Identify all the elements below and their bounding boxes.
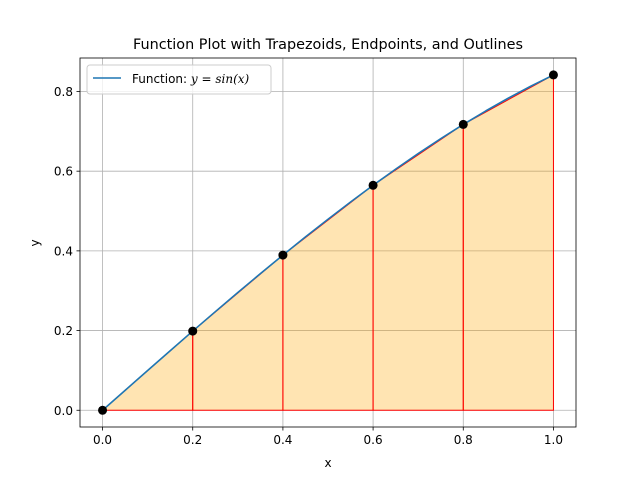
x-tick-label: 0.8 bbox=[454, 433, 473, 447]
y-tick-label: 0.6 bbox=[54, 165, 73, 179]
tick-layer: 0.0 0.2 0.4 0.6 0.8 1.0 0.0 0.2 0.4 0.6 0.8 bbox=[54, 85, 563, 447]
legend-label: Function: y = sin(x) bbox=[132, 72, 250, 86]
endpoint-marker bbox=[368, 180, 378, 190]
x-tick-label: 0.0 bbox=[93, 433, 112, 447]
trapezoid bbox=[462, 74, 554, 411]
y-tick-label: 0.4 bbox=[54, 244, 73, 258]
chart-title: Function Plot with Trapezoids, Endpoints… bbox=[133, 37, 523, 53]
endpoint-marker bbox=[458, 119, 468, 129]
endpoint-marker bbox=[188, 326, 198, 336]
grid-layer bbox=[80, 58, 576, 427]
x-tick-label: 0.6 bbox=[364, 433, 383, 447]
endpoint-marker bbox=[548, 70, 558, 80]
trapezoid-layer bbox=[101, 74, 554, 411]
x-axis-label: x bbox=[324, 456, 331, 470]
legend-label-math: y = sin(x) bbox=[190, 72, 250, 86]
function-line-layer bbox=[102, 74, 554, 411]
legend-box bbox=[86, 64, 272, 95]
endpoint-marker bbox=[98, 405, 108, 415]
y-tick-label: 0.8 bbox=[54, 85, 73, 99]
x-tick-label: 0.4 bbox=[273, 433, 292, 447]
y-axis-label: y bbox=[28, 239, 42, 246]
x-tick-label: 1.0 bbox=[544, 433, 563, 447]
endpoint-layer bbox=[98, 70, 558, 415]
function-line bbox=[102, 74, 554, 411]
legend-label-prefix: Function: bbox=[132, 72, 191, 86]
legend: Function: y = sin(x) bbox=[86, 64, 272, 95]
y-tick-label: 0.0 bbox=[54, 404, 73, 418]
y-tick-label: 0.2 bbox=[54, 324, 73, 338]
endpoint-marker bbox=[278, 250, 288, 260]
plot-frame bbox=[79, 57, 577, 428]
x-tick-label: 0.2 bbox=[183, 433, 202, 447]
